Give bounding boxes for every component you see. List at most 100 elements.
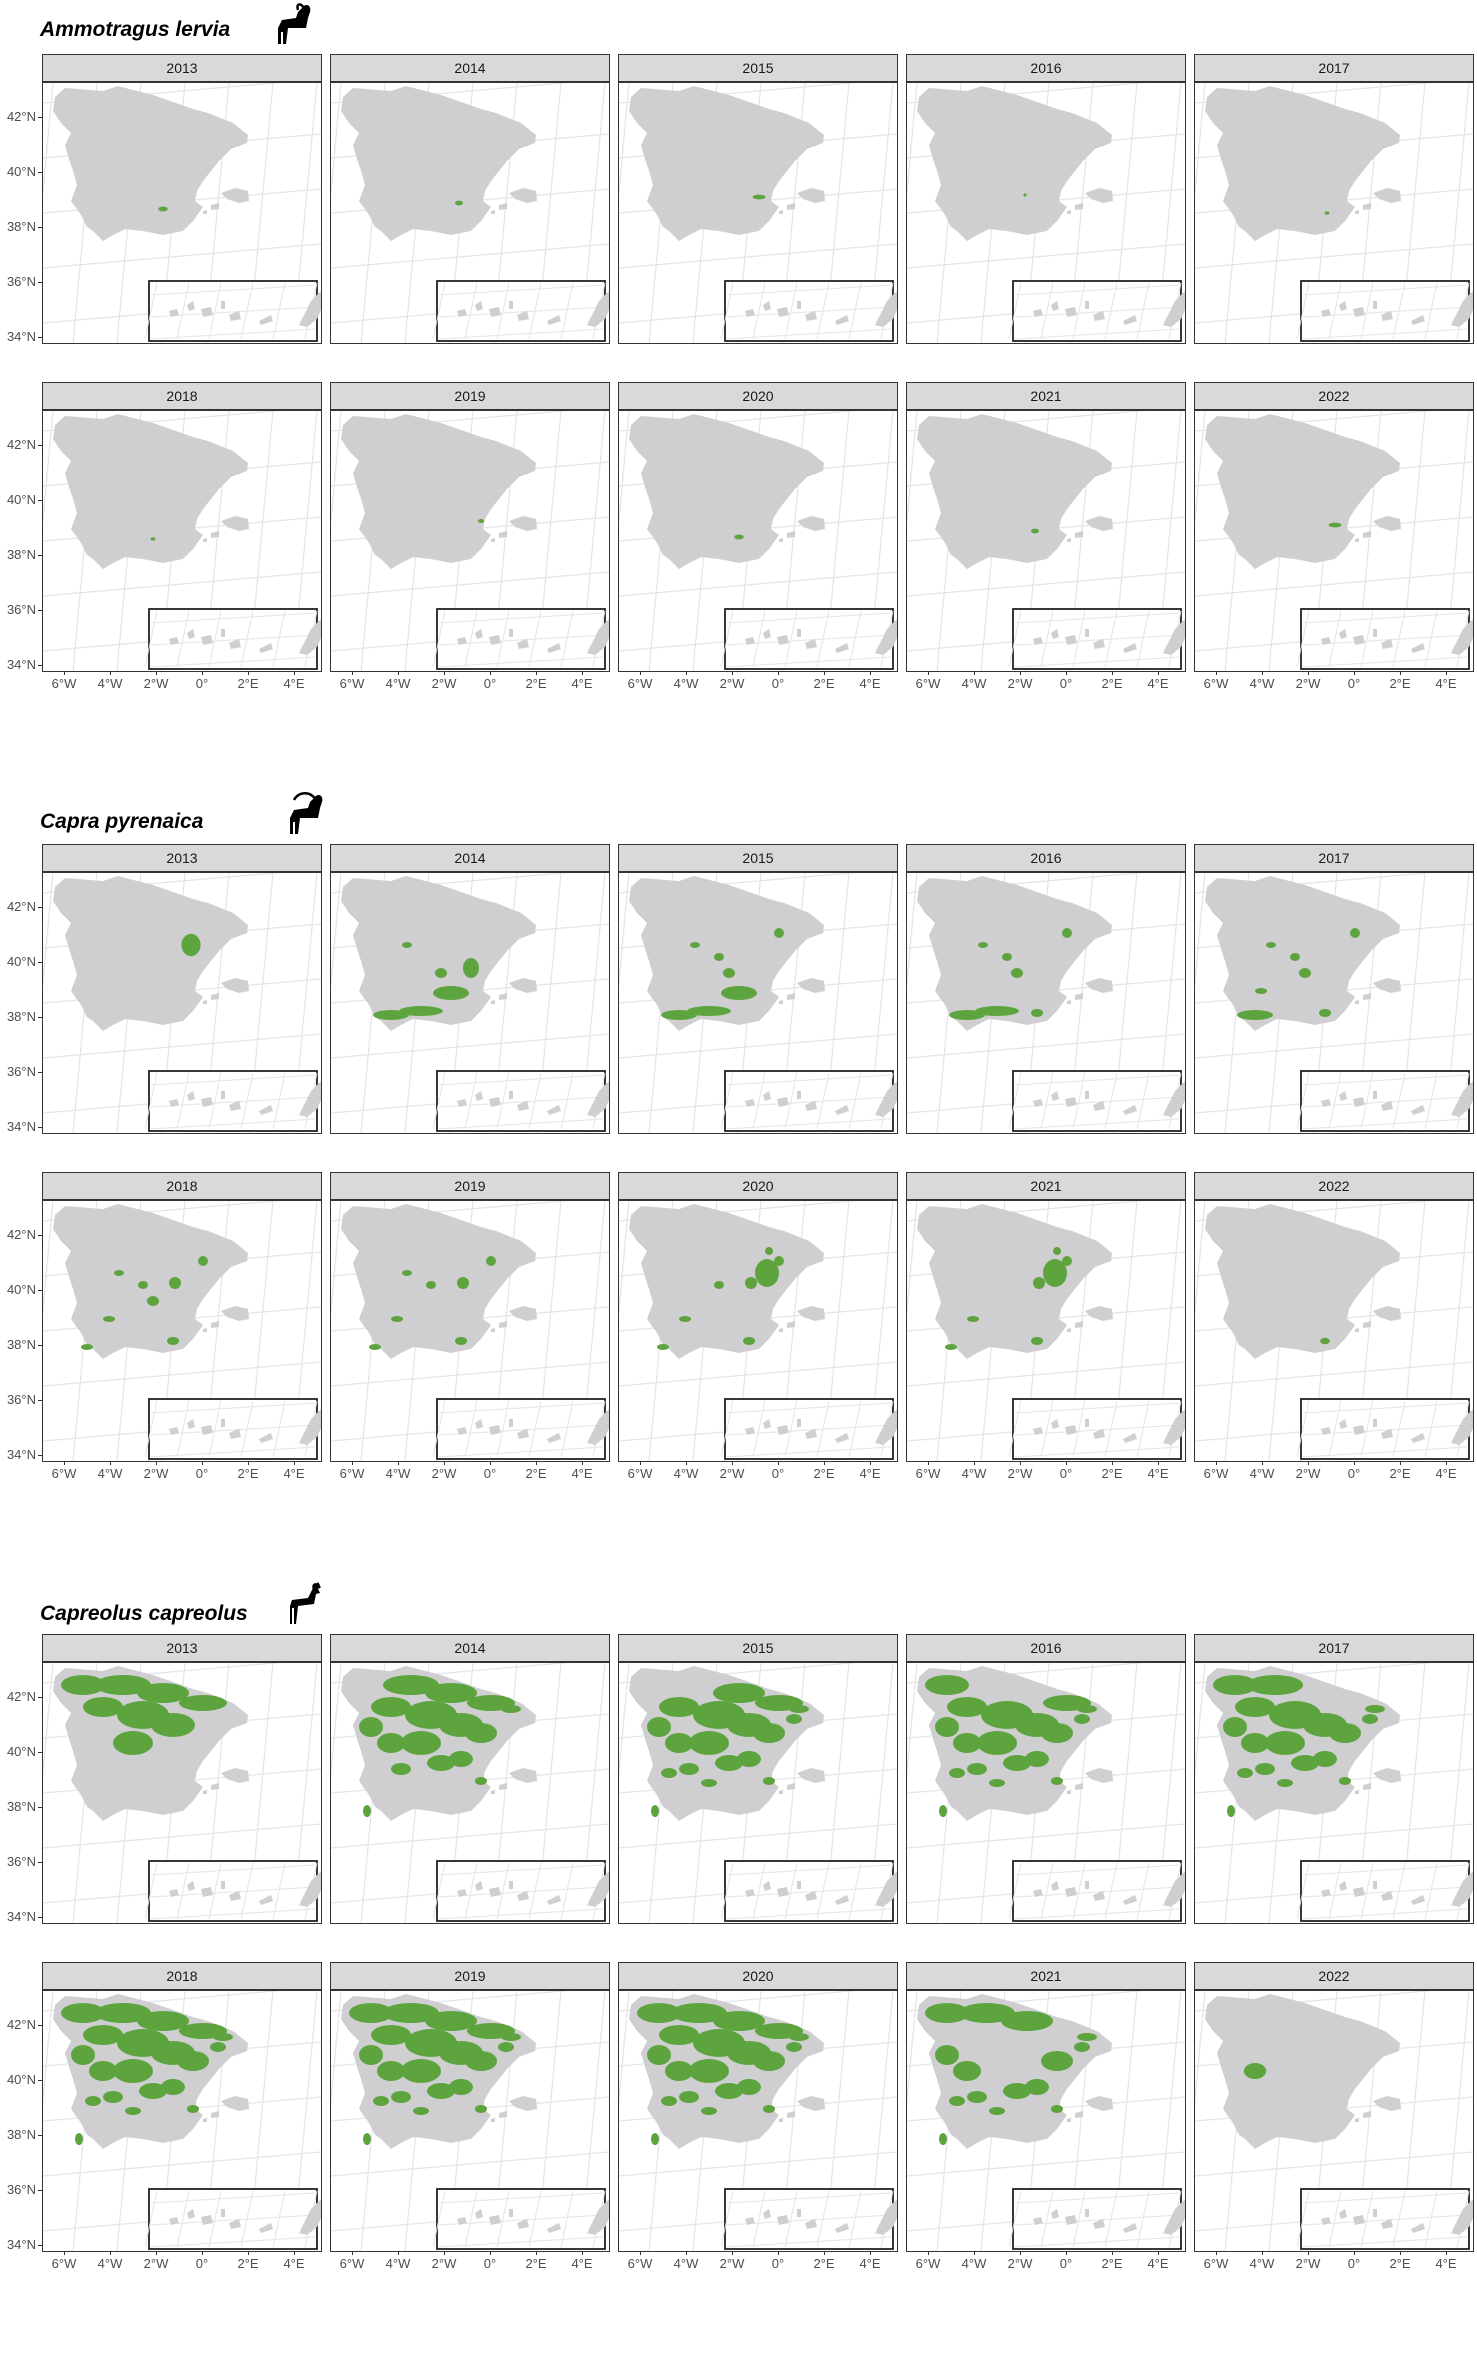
y-axis-tick bbox=[38, 1127, 42, 1128]
map-panel: 2013 bbox=[42, 54, 322, 344]
iberia-land bbox=[629, 876, 824, 1031]
spain-map bbox=[619, 83, 897, 343]
y-axis-label: 38°N bbox=[6, 2127, 36, 2142]
spain-map bbox=[331, 1663, 609, 1923]
canary-island bbox=[797, 301, 801, 309]
barbary-sheep-silhouette-icon bbox=[278, 3, 311, 44]
canary-island bbox=[169, 1099, 179, 1107]
canary-island bbox=[805, 639, 817, 649]
canary-island bbox=[169, 1889, 179, 1897]
presence-patch bbox=[359, 2045, 383, 2065]
presence-patch bbox=[167, 1337, 179, 1345]
map-plot-area bbox=[1194, 872, 1474, 1134]
x-axis-tick bbox=[1400, 2251, 1401, 2255]
presence-patch bbox=[1041, 1723, 1073, 1743]
canary-inset bbox=[144, 280, 321, 342]
presence-patch bbox=[457, 1277, 469, 1289]
canary-inset bbox=[432, 280, 609, 342]
year-strip-label: 2014 bbox=[330, 54, 610, 82]
canary-island bbox=[1163, 1081, 1185, 1117]
x-axis-tick bbox=[444, 2251, 445, 2255]
x-axis-tick bbox=[110, 1461, 111, 1465]
canary-island bbox=[1163, 2199, 1185, 2235]
presence-patch bbox=[1051, 1777, 1063, 1785]
x-axis-label: 2°E bbox=[237, 1466, 259, 1481]
presence-patch bbox=[939, 2133, 947, 2145]
species-title: Capra pyrenaica bbox=[40, 810, 204, 833]
canary-island bbox=[1051, 1881, 1059, 1891]
presence-patch bbox=[1074, 2042, 1090, 2052]
canary-island bbox=[509, 629, 513, 637]
y-axis-label: 38°N bbox=[6, 547, 36, 562]
canary-island bbox=[805, 311, 817, 321]
x-axis-tick bbox=[974, 1461, 975, 1465]
presence-patch bbox=[371, 1697, 411, 1717]
canary-island bbox=[489, 1887, 501, 1897]
canary-island bbox=[875, 619, 897, 655]
canary-island bbox=[169, 309, 179, 317]
canary-island bbox=[299, 1871, 321, 1907]
balearic-island bbox=[787, 203, 795, 210]
x-axis-label: 0° bbox=[1347, 1466, 1361, 1481]
presence-patch bbox=[1062, 1256, 1072, 1266]
canary-inset bbox=[1296, 1860, 1473, 1922]
presence-patch bbox=[103, 1316, 115, 1322]
x-axis-tick bbox=[398, 1461, 399, 1465]
balearic-island bbox=[1355, 538, 1359, 542]
balearic-island bbox=[1373, 188, 1401, 203]
presence-patch bbox=[701, 2107, 717, 2115]
balearic-island bbox=[203, 1000, 207, 1004]
map-panel: 2014 bbox=[330, 844, 610, 1134]
map-panel: 2022 bbox=[1194, 382, 1474, 672]
presence-patch bbox=[85, 2096, 101, 2106]
map-plot-area bbox=[1194, 410, 1474, 672]
presence-patch bbox=[1031, 1337, 1043, 1345]
spain-map bbox=[907, 411, 1185, 671]
presence-patch bbox=[713, 1683, 765, 1703]
x-axis-label: 2°W bbox=[719, 1466, 745, 1481]
canary-island bbox=[221, 1419, 225, 1427]
canary-island bbox=[509, 2209, 513, 2217]
presence-patch bbox=[377, 1733, 405, 1753]
y-axis-tick bbox=[38, 2025, 42, 2026]
presence-patch bbox=[721, 986, 757, 1000]
y-axis-tick bbox=[38, 282, 42, 283]
balearic-island bbox=[509, 516, 537, 531]
x-axis-tick bbox=[778, 2251, 779, 2255]
year-strip-label: 2015 bbox=[618, 54, 898, 82]
spain-map bbox=[619, 1991, 897, 2251]
canary-island bbox=[1411, 315, 1425, 325]
x-axis-label: 4°W bbox=[1249, 676, 1275, 691]
year-strip-label: 2017 bbox=[1194, 54, 1474, 82]
balearic-island bbox=[1067, 210, 1071, 214]
presence-patch bbox=[1003, 1755, 1031, 1771]
y-axis-label: 36°N bbox=[6, 1854, 36, 1869]
spain-map bbox=[43, 83, 321, 343]
x-axis-label: 2°E bbox=[813, 676, 835, 691]
x-axis-label: 2°W bbox=[1295, 1466, 1321, 1481]
balearic-island bbox=[1075, 2111, 1083, 2118]
presence-patch bbox=[1266, 942, 1276, 948]
y-axis-label: 38°N bbox=[6, 1337, 36, 1352]
balearic-island bbox=[1363, 2111, 1371, 2118]
year-strip-label: 2019 bbox=[330, 382, 610, 410]
balearic-island bbox=[499, 1321, 507, 1328]
presence-patch bbox=[671, 2003, 727, 2023]
x-axis-tick bbox=[640, 2251, 641, 2255]
x-axis-label: 4°E bbox=[283, 1466, 305, 1481]
year-strip-label: 2014 bbox=[330, 844, 610, 872]
canary-island bbox=[875, 2199, 897, 2235]
year-strip-label: 2020 bbox=[618, 382, 898, 410]
balearic-island bbox=[499, 993, 507, 1000]
presence-patch bbox=[661, 1010, 697, 1020]
presence-patch bbox=[715, 1755, 743, 1771]
x-axis-label: 6°W bbox=[627, 1466, 653, 1481]
canary-island bbox=[1381, 1429, 1393, 1439]
canary-island bbox=[1093, 1101, 1105, 1111]
x-axis-tick bbox=[1216, 1461, 1217, 1465]
x-axis-label: 4°W bbox=[385, 2256, 411, 2271]
canary-island bbox=[1373, 629, 1377, 637]
canary-island bbox=[1353, 1887, 1365, 1897]
balearic-island bbox=[1355, 210, 1359, 214]
presence-patch bbox=[713, 2011, 765, 2031]
